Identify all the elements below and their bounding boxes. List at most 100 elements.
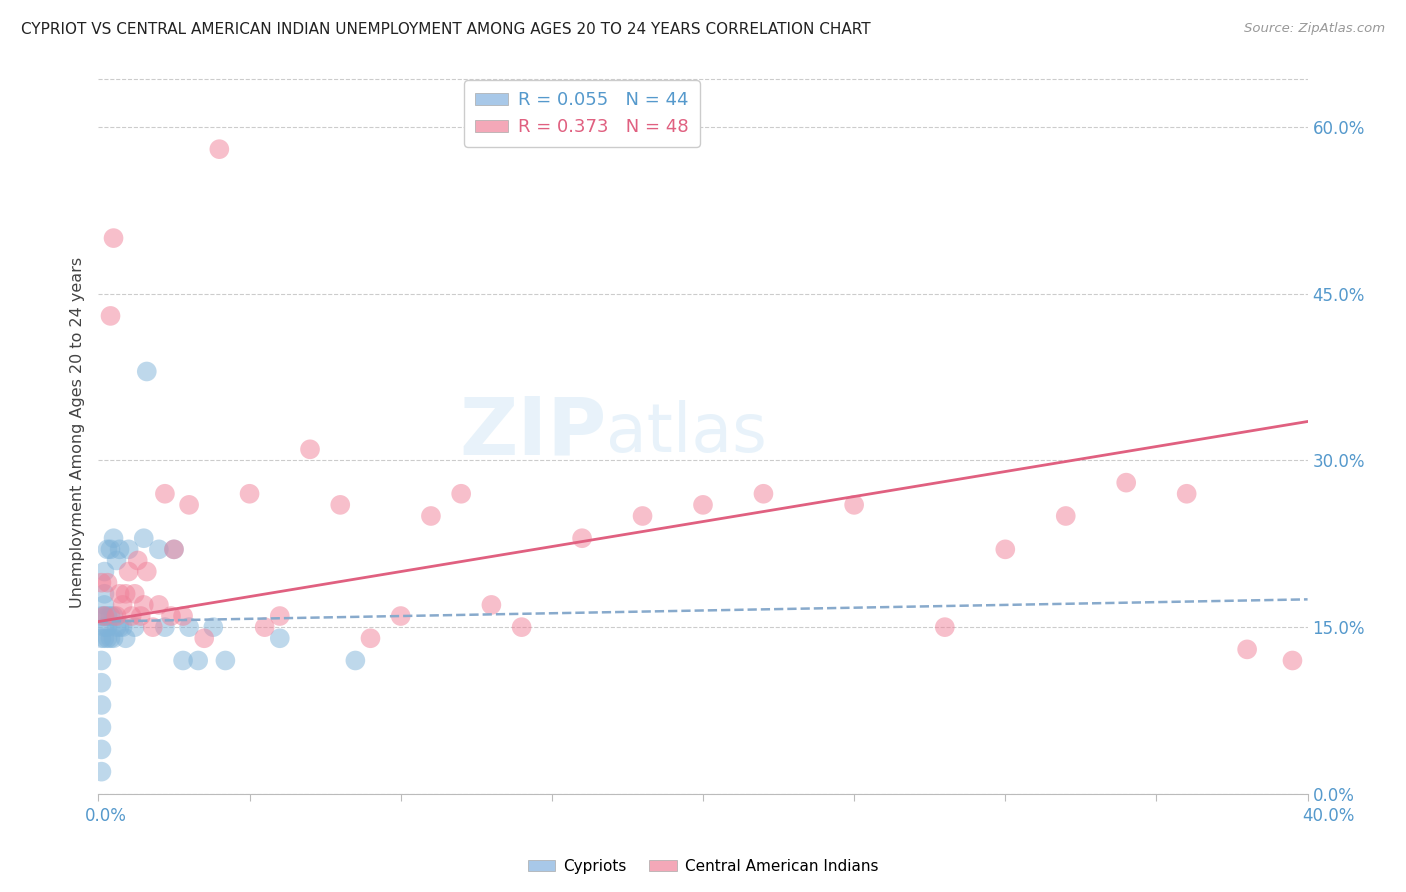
Point [90,632,112,646]
Point [111,620,134,634]
Point [239,487,262,501]
Point [93,620,115,634]
Point [118,542,141,557]
Point [105,553,128,567]
Point [132,598,155,612]
Point [360,632,382,646]
Point [172,653,194,667]
Point [1281,653,1303,667]
Point [103,609,125,624]
Text: 0.0%: 0.0% [84,807,127,825]
Point [934,620,956,634]
Point [142,620,165,634]
Point [93,598,115,612]
Point [90,653,112,667]
Point [93,609,115,624]
Point [187,653,209,667]
Point [571,531,593,545]
Point [108,587,131,601]
Point [269,609,291,624]
Point [96,575,118,590]
Point [108,542,131,557]
Point [96,609,118,624]
Point [202,620,225,634]
Point [1236,642,1258,657]
Point [163,542,186,557]
Point [135,364,157,378]
Point [193,632,215,646]
Point [420,508,443,523]
Point [105,609,128,624]
Point [1054,508,1077,523]
Point [100,632,122,646]
Text: Source: ZipAtlas.com: Source: ZipAtlas.com [1244,22,1385,36]
Point [269,632,291,646]
Point [631,508,654,523]
Point [132,531,155,545]
Point [100,309,122,323]
Point [103,531,125,545]
Point [90,742,112,756]
Point [994,542,1017,557]
Text: CYPRIOT VS CENTRAL AMERICAN INDIAN UNEMPLOYMENT AMONG AGES 20 TO 24 YEARS CORREL: CYPRIOT VS CENTRAL AMERICAN INDIAN UNEMP… [21,22,870,37]
Point [103,231,125,245]
Text: 40.0%: 40.0% [1302,807,1355,825]
Point [90,764,112,779]
Point [450,487,472,501]
Point [96,632,118,646]
Point [510,620,533,634]
Point [1115,475,1137,490]
Point [121,609,143,624]
Point [96,542,118,557]
Point [135,565,157,579]
Point [692,498,714,512]
Point [127,553,149,567]
Point [124,620,146,634]
Point [93,565,115,579]
Point [90,675,112,690]
Point [90,720,112,734]
Point [93,632,115,646]
Point [299,442,322,457]
Point [90,609,112,624]
Point [90,575,112,590]
Point [100,609,122,624]
Point [172,609,194,624]
Point [114,632,136,646]
Point [118,565,141,579]
Point [329,498,352,512]
Point [208,142,231,156]
Point [179,498,201,512]
Point [389,609,412,624]
Point [344,653,367,667]
Point [93,587,115,601]
Point [153,620,176,634]
Point [160,609,183,624]
Point [844,498,866,512]
Point [163,542,186,557]
Y-axis label: Unemployment Among Ages 20 to 24 years: Unemployment Among Ages 20 to 24 years [69,257,84,608]
Point [214,653,236,667]
Point [129,609,152,624]
Legend: R = 0.055   N = 44, R = 0.373   N = 48: R = 0.055 N = 44, R = 0.373 N = 48 [464,80,700,147]
Point [124,587,146,601]
Point [148,598,170,612]
Legend: Cypriots, Central American Indians: Cypriots, Central American Indians [522,853,884,880]
Point [179,620,201,634]
Point [481,598,503,612]
Point [108,620,131,634]
Point [253,620,276,634]
Point [103,632,125,646]
Point [752,487,775,501]
Point [93,609,115,624]
Text: ZIP: ZIP [458,393,606,472]
Point [105,620,128,634]
Point [148,542,170,557]
Point [100,542,122,557]
Point [90,698,112,712]
Point [1175,487,1198,501]
Point [96,620,118,634]
Point [114,587,136,601]
Point [111,598,134,612]
Point [153,487,176,501]
